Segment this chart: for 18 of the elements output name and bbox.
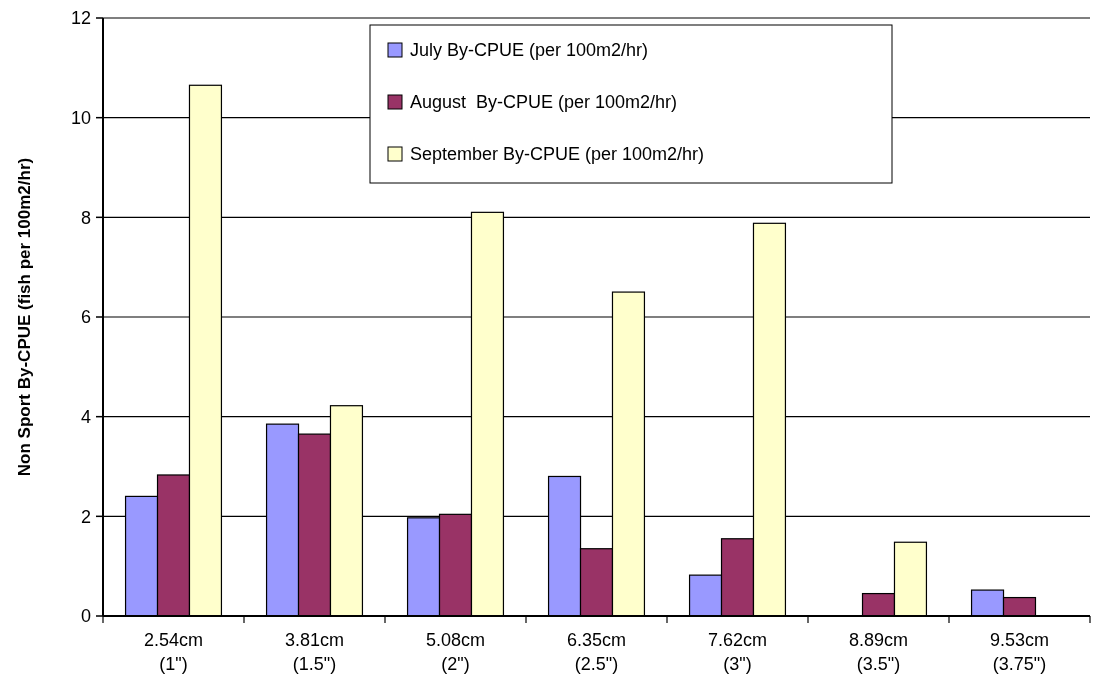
- x-tick-label: 2.54cm (1"): [143, 630, 204, 674]
- x-tick-label: 7.62cm (3"): [707, 630, 768, 674]
- x-tick-label: 3.81cm (1.5"): [284, 630, 345, 674]
- y-tick-label: 12: [70, 8, 91, 29]
- x-tick-label: 9.53cm (3.75"): [989, 630, 1050, 674]
- y-tick-label: 4: [80, 406, 91, 427]
- y-tick-label: 0: [80, 606, 91, 627]
- y-tick-label: 10: [70, 107, 91, 128]
- y-tick-label: 8: [80, 207, 91, 228]
- y-tick-label: 2: [80, 506, 91, 527]
- y-tick-label: 6: [80, 307, 91, 328]
- y-axis-title: Non Sport By-CPUE (fish per 100m2/hr): [15, 157, 34, 477]
- x-tick-label: 8.89cm (3.5"): [848, 630, 909, 674]
- legend-label: July By-CPUE (per 100m2/hr): [410, 40, 649, 61]
- x-tick-label: 5.08cm (2"): [425, 630, 486, 674]
- legend-label: September By-CPUE (per 100m2/hr): [410, 144, 705, 165]
- x-tick-label: 6.35cm (2.5"): [566, 630, 627, 674]
- legend-label: August By-CPUE (per 100m2/hr): [410, 92, 678, 113]
